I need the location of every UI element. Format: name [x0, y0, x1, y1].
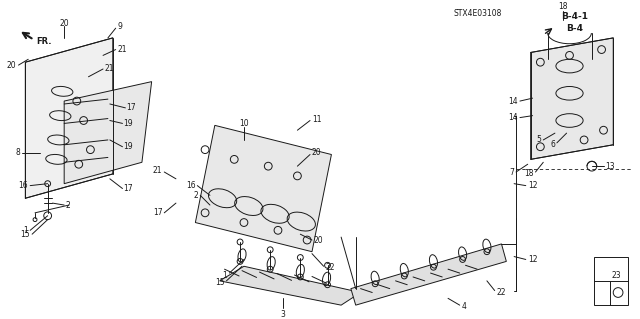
Text: 12: 12 [528, 255, 537, 264]
Text: 17: 17 [126, 103, 136, 112]
Text: FR.: FR. [36, 37, 51, 46]
Text: 6: 6 [550, 140, 555, 149]
Polygon shape [220, 266, 360, 305]
Text: 7: 7 [509, 167, 514, 176]
Text: 15: 15 [20, 230, 30, 239]
Text: STX4E03108: STX4E03108 [453, 9, 501, 18]
Polygon shape [351, 244, 506, 305]
Text: 10: 10 [239, 119, 249, 128]
Text: 16: 16 [186, 181, 195, 190]
Text: 14: 14 [508, 97, 518, 106]
Text: 5: 5 [536, 136, 541, 145]
Text: 1: 1 [24, 226, 28, 235]
Text: 8: 8 [16, 148, 20, 157]
Text: 12: 12 [528, 181, 537, 190]
Text: 18: 18 [558, 2, 568, 11]
Text: 16: 16 [19, 181, 28, 190]
Text: 20: 20 [7, 61, 17, 70]
Polygon shape [64, 82, 152, 184]
Text: 17: 17 [124, 184, 133, 193]
Text: 9: 9 [118, 22, 122, 31]
Text: B-4-1: B-4-1 [561, 12, 588, 21]
Text: 18: 18 [524, 169, 534, 178]
Text: 17: 17 [153, 208, 163, 217]
Text: 22: 22 [326, 263, 335, 272]
Polygon shape [26, 38, 113, 198]
Text: 21: 21 [118, 45, 127, 54]
Text: 20: 20 [312, 148, 322, 157]
Text: 2: 2 [65, 201, 70, 210]
Text: 22: 22 [497, 288, 506, 297]
Text: 4: 4 [461, 301, 467, 311]
Text: 19: 19 [124, 119, 133, 128]
Text: 11: 11 [312, 115, 321, 124]
Text: 20: 20 [60, 19, 69, 28]
Text: 14: 14 [508, 113, 518, 122]
Polygon shape [531, 38, 613, 160]
Text: 1: 1 [223, 271, 227, 279]
Text: 21: 21 [153, 166, 163, 174]
Text: 2: 2 [193, 191, 198, 200]
Text: 3: 3 [280, 310, 285, 319]
Text: 19: 19 [124, 142, 133, 151]
Text: 13: 13 [605, 162, 615, 171]
Text: 23: 23 [611, 271, 621, 280]
Text: 20: 20 [314, 235, 324, 245]
Text: 21: 21 [105, 64, 115, 73]
Text: B-4: B-4 [566, 24, 583, 33]
Polygon shape [195, 125, 332, 252]
Text: 15: 15 [215, 278, 225, 287]
